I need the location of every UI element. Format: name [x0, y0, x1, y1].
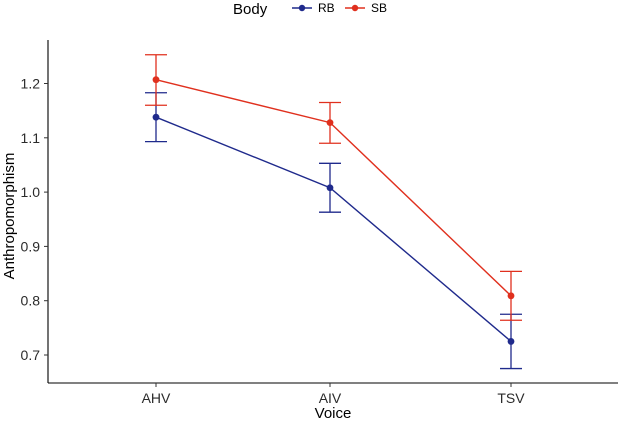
data-point-sb: [507, 292, 515, 300]
data-point-rb: [507, 338, 515, 345]
legend-title: Body: [233, 1, 268, 18]
x-tick-label: AIV: [319, 390, 342, 406]
legend-label-rb: RB: [318, 1, 335, 15]
y-tick-label: 0.8: [21, 293, 41, 309]
y-ticks: 0.7 0.8 0.9 1.0 1.1 1.2: [21, 76, 48, 363]
series-line-sb: [155, 79, 512, 297]
y-tick-label: 0.7: [21, 347, 41, 363]
data-point-rb: [152, 113, 160, 121]
data-point-sb: [152, 76, 160, 84]
y-axis-title: Anthropomorphism: [1, 153, 18, 280]
series-line-rb: [155, 116, 512, 342]
series-sb: [145, 54, 522, 321]
legend-key-sb-point: [351, 4, 359, 12]
legend-entry-sb: SB: [345, 1, 387, 15]
legend-label-sb: SB: [371, 1, 387, 15]
legend-key-rb-point: [298, 4, 306, 12]
data-point-rb: [326, 184, 334, 192]
y-tick-label: 0.9: [21, 238, 41, 254]
x-tick-label: TSV: [497, 390, 525, 406]
legend: Body RB SB: [233, 1, 387, 18]
series-layer: [145, 54, 522, 370]
y-tick-label: 1.0: [21, 184, 41, 200]
data-point-sb: [326, 119, 334, 126]
series-rb: [145, 92, 522, 370]
x-tick-label: AHV: [142, 390, 171, 406]
y-tick-label: 1.1: [21, 130, 41, 146]
x-axis-title: Voice: [315, 405, 352, 422]
legend-entry-rb: RB: [292, 1, 335, 15]
x-ticks: AHV AIV TSV: [142, 383, 525, 406]
y-tick-label: 1.2: [21, 76, 41, 92]
